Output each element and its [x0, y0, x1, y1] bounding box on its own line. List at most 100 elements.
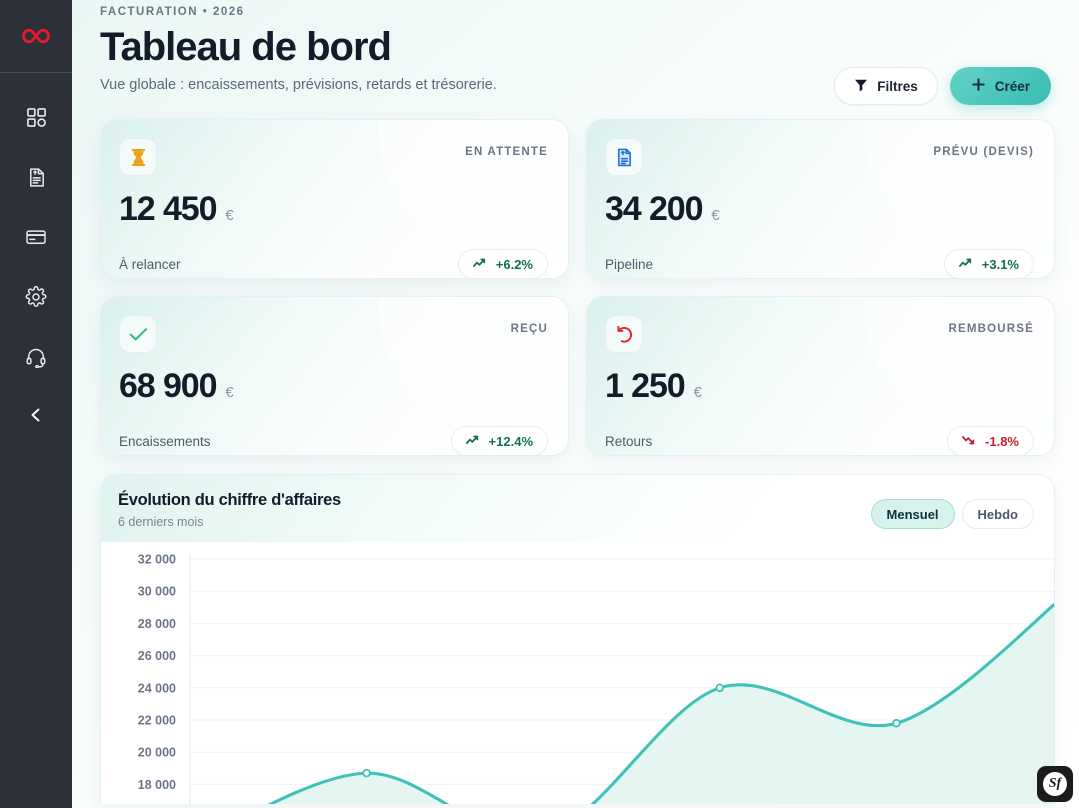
kpi-status-label: PRÉVU (DEVIS)	[933, 146, 1034, 158]
chart-range-toggle: Mensuel Hebdo	[870, 491, 1034, 529]
page-title: Tableau de bord	[100, 25, 392, 69]
kpi-card-top: REÇU	[119, 315, 548, 353]
symfony-logo-icon: Sf	[1043, 772, 1067, 796]
refund-undo-icon	[605, 315, 643, 353]
y-axis-tick-label: 32 000	[138, 553, 176, 567]
y-axis-tick-label: 24 000	[138, 681, 176, 695]
kpi-card-top: PRÉVU (DEVIS)	[605, 138, 1034, 176]
kpi-trend-badge: +3.1%	[943, 249, 1034, 278]
kpi-status-label: REÇU	[510, 323, 548, 335]
kpi-value: 34 200	[605, 190, 704, 228]
sidebar-logo[interactable]	[0, 0, 72, 73]
kpi-currency: €	[225, 207, 234, 224]
y-axis-tick-label: 18 000	[138, 778, 176, 792]
kpi-card-top: REMBOURSÉ	[605, 315, 1034, 353]
chevron-left-icon	[28, 407, 44, 428]
kpi-value-row: 34 200 €	[605, 192, 1034, 226]
invoice-document-icon	[26, 167, 47, 188]
kpi-trend-badge: +6.2%	[457, 249, 548, 278]
sidebar-item-support[interactable]	[14, 339, 58, 375]
tab-hebdo[interactable]: Hebdo	[961, 499, 1034, 529]
sidebar-item-invoices[interactable]	[14, 159, 58, 195]
chart-title-block: Évolution du chiffre d'affaires 6 dernie…	[118, 491, 341, 529]
y-axis-tick-label: 26 000	[138, 649, 176, 663]
y-axis-tick-label: 20 000	[138, 746, 176, 760]
tab-mensuel[interactable]: Mensuel	[870, 499, 955, 529]
kpi-value: 1 250	[605, 367, 686, 405]
sidebar-nav	[0, 99, 72, 375]
trending-up-icon	[472, 257, 488, 272]
kpi-trend-value: +3.1%	[981, 256, 1019, 272]
grid-dashboard-icon	[26, 107, 47, 128]
kpi-currency: €	[711, 207, 720, 224]
breadcrumb-eyebrow: FACTURATION • 2026	[100, 6, 245, 18]
chart-line	[267, 602, 1054, 804]
kpi-status-label: EN ATTENTE	[465, 146, 548, 158]
chart-data-point	[892, 718, 901, 728]
kpi-card-refunded[interactable]: REMBOURSÉ 1 250 € Retours -1.8%	[586, 296, 1055, 456]
kpi-caption: Retours	[605, 433, 653, 449]
hourglass-icon	[119, 138, 157, 176]
create-button[interactable]: Créer	[949, 67, 1051, 105]
kpi-caption: Pipeline	[605, 256, 654, 272]
sidebar-collapse-button[interactable]	[14, 399, 58, 435]
revenue-chart-card: Évolution du chiffre d'affaires 6 dernie…	[100, 474, 1055, 804]
kpi-footer: Retours -1.8%	[605, 426, 1034, 455]
chart-header: Évolution du chiffre d'affaires 6 dernie…	[101, 475, 1054, 529]
main-content: FACTURATION • 2026 Tableau de bord Vue g…	[72, 0, 1079, 808]
kpi-value-row: 12 450 €	[119, 192, 548, 226]
trending-up-icon	[465, 434, 481, 449]
symfony-logo[interactable]: Sf	[1037, 766, 1073, 802]
chart-subtitle: 6 derniers mois	[118, 515, 204, 529]
kpi-value-row: 68 900 €	[119, 369, 548, 403]
kpi-trend-badge: -1.8%	[947, 426, 1034, 455]
plus-icon	[971, 77, 986, 95]
create-button-label: Créer	[994, 78, 1030, 94]
kpi-trend-value: +12.4%	[488, 433, 533, 449]
funnel-filter-icon	[854, 78, 868, 95]
kpi-caption: Encaissements	[119, 433, 211, 449]
credit-card-icon	[25, 226, 47, 248]
y-axis-tick-label: 28 000	[138, 617, 176, 631]
chart-data-point	[715, 683, 725, 693]
header-actions: Filtres Créer	[834, 67, 1051, 105]
kpi-value-row: 1 250 €	[605, 369, 1034, 403]
kpi-trend-value: +6.2%	[495, 256, 533, 272]
chart-title: Évolution du chiffre d'affaires	[118, 491, 341, 509]
sidebar-item-dashboard[interactable]	[14, 99, 58, 135]
infinity-logo-icon	[21, 23, 51, 50]
sidebar	[0, 0, 72, 808]
kpi-currency: €	[693, 384, 702, 401]
invoice-document-icon	[605, 138, 643, 176]
filters-button-label: Filtres	[877, 78, 918, 94]
chart-area-fill	[270, 604, 1054, 804]
revenue-area-chart: 32 000 30 000 28 000 26 000 24 000 22 000 20 0…	[138, 553, 1054, 804]
kpi-status-label: REMBOURSÉ	[948, 323, 1034, 335]
y-axis-tick-label: 30 000	[138, 585, 176, 599]
gear-settings-icon	[25, 286, 47, 308]
kpi-currency: €	[225, 384, 234, 401]
trending-up-icon	[958, 257, 974, 272]
filters-button[interactable]: Filtres	[834, 67, 938, 105]
kpi-value: 68 900	[119, 367, 218, 405]
sidebar-item-payments[interactable]	[14, 219, 58, 255]
y-axis-tick-label: 22 000	[138, 714, 176, 728]
kpi-value: 12 450	[119, 190, 218, 228]
page-header: FACTURATION • 2026 Tableau de bord Vue g…	[100, 0, 1055, 105]
sidebar-item-settings[interactable]	[14, 279, 58, 315]
kpi-trend-badge: +12.4%	[450, 426, 548, 455]
chart-plot-area[interactable]: 32 000 30 000 28 000 26 000 24 000 22 000 20 0…	[101, 542, 1054, 804]
kpi-footer: Pipeline +3.1%	[605, 249, 1034, 278]
kpi-card-pending[interactable]: EN ATTENTE 12 450 € À relancer +6.2%	[100, 119, 569, 279]
kpi-footer: À relancer +6.2%	[119, 249, 548, 278]
kpi-caption: À relancer	[119, 256, 181, 272]
kpi-footer: Encaissements +12.4%	[119, 426, 548, 455]
kpi-card-received[interactable]: REÇU 68 900 € Encaissements +12.4%	[100, 296, 569, 456]
chart-data-point	[362, 768, 371, 778]
kpi-grid: EN ATTENTE 12 450 € À relancer +6.2%	[100, 119, 1055, 456]
kpi-card-top: EN ATTENTE	[119, 138, 548, 176]
check-icon	[119, 315, 157, 353]
kpi-card-quoted[interactable]: PRÉVU (DEVIS) 34 200 € Pipeline +3.1%	[586, 119, 1055, 279]
trending-down-icon	[962, 434, 977, 449]
headset-support-icon	[25, 346, 47, 368]
